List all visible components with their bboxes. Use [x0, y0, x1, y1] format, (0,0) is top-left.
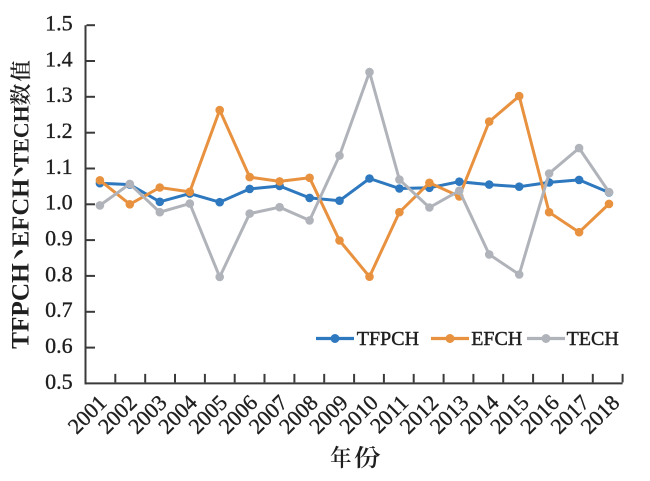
svg-text:0.8: 0.8	[45, 261, 73, 286]
svg-text:0.7: 0.7	[45, 297, 73, 322]
svg-text:TFPCH: TFPCH	[357, 328, 419, 350]
svg-text:1.5: 1.5	[45, 11, 73, 36]
svg-text:1.3: 1.3	[45, 82, 73, 107]
svg-text:EFCH: EFCH	[471, 328, 522, 350]
svg-text:TFPCH: TFPCH	[7, 263, 35, 349]
svg-text:1.0: 1.0	[45, 190, 73, 215]
svg-text:EFCH: EFCH	[8, 179, 35, 248]
svg-text:0.6: 0.6	[45, 333, 73, 358]
svg-text:1.1: 1.1	[45, 154, 73, 179]
svg-text:TECH: TECH	[10, 105, 34, 167]
svg-text:1.4: 1.4	[45, 46, 73, 71]
svg-text:TECH: TECH	[567, 328, 619, 350]
svg-text:0.5: 0.5	[45, 369, 73, 394]
svg-text:0.9: 0.9	[45, 226, 73, 251]
svg-text:1.2: 1.2	[45, 118, 73, 143]
